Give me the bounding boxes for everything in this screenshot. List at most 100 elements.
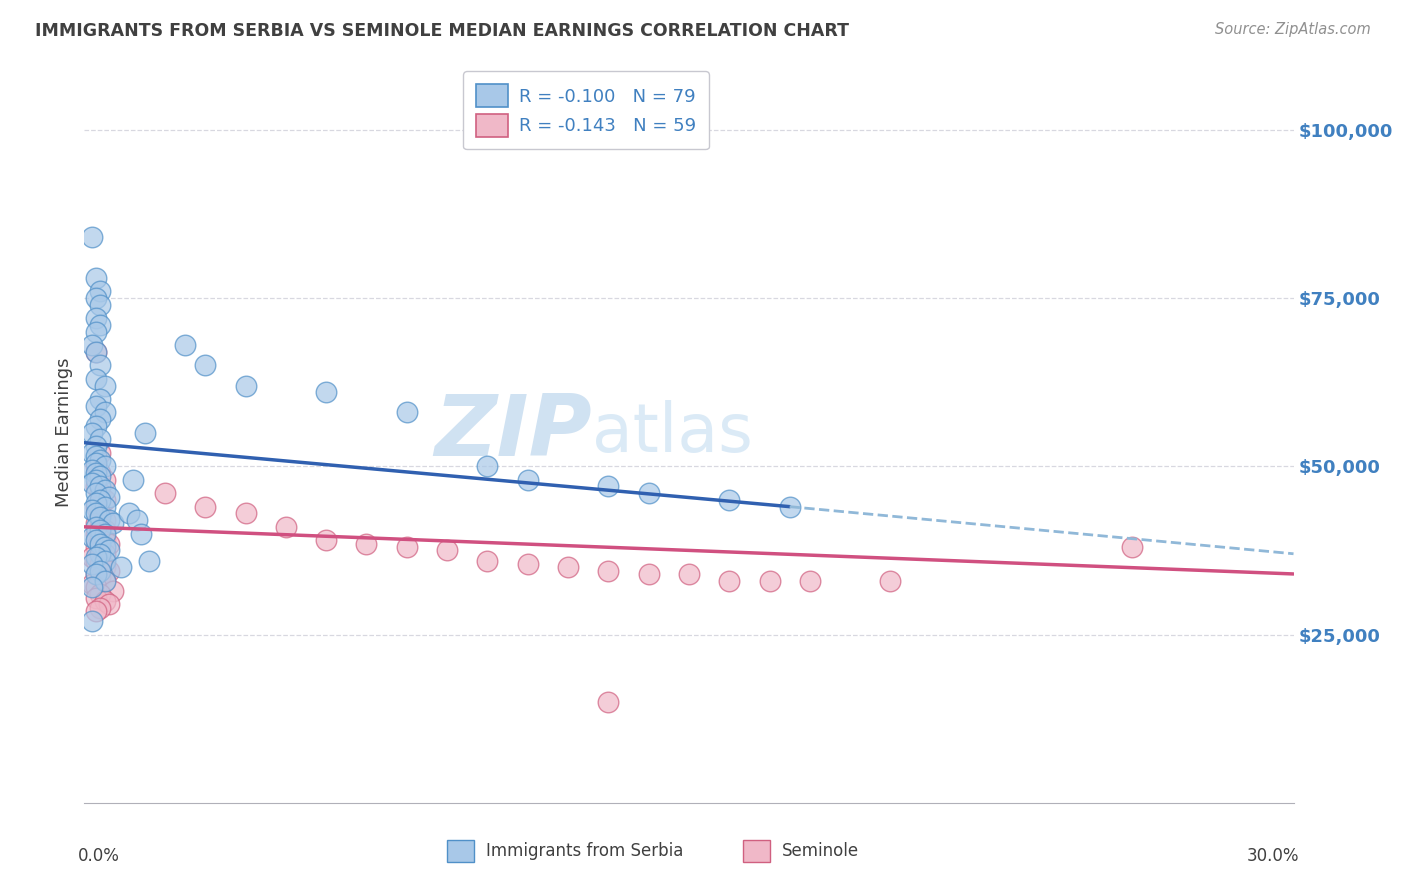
- Point: [235, 507, 257, 521]
- Point: [86, 449, 108, 463]
- Point: [97, 564, 120, 578]
- Point: [1121, 540, 1143, 554]
- Point: [758, 574, 780, 588]
- Point: [89, 318, 111, 332]
- Point: [138, 553, 160, 567]
- Point: [86, 473, 108, 487]
- Point: [89, 520, 111, 534]
- Point: [89, 570, 111, 584]
- Point: [82, 614, 104, 628]
- Point: [779, 500, 801, 514]
- Point: [86, 591, 108, 605]
- Point: [93, 378, 115, 392]
- Point: [799, 574, 821, 588]
- Point: [93, 526, 115, 541]
- Point: [86, 459, 108, 474]
- Point: [93, 553, 115, 567]
- Point: [82, 338, 104, 352]
- Point: [118, 507, 141, 521]
- Point: [274, 520, 297, 534]
- Point: [93, 540, 115, 554]
- Point: [93, 492, 115, 507]
- Point: [194, 500, 217, 514]
- Point: [101, 516, 124, 531]
- Point: [86, 466, 108, 480]
- Point: [89, 466, 111, 480]
- Point: [89, 469, 111, 483]
- Point: [89, 433, 111, 447]
- Text: Source: ZipAtlas.com: Source: ZipAtlas.com: [1215, 22, 1371, 37]
- Point: [516, 473, 538, 487]
- Point: [86, 533, 108, 548]
- Point: [477, 553, 499, 567]
- Point: [97, 597, 120, 611]
- Point: [93, 513, 115, 527]
- Point: [598, 479, 620, 493]
- Point: [82, 581, 104, 595]
- Point: [82, 446, 104, 460]
- Point: [82, 530, 104, 544]
- Point: [82, 550, 104, 565]
- Point: [93, 533, 115, 548]
- Point: [86, 581, 108, 595]
- Point: [637, 486, 659, 500]
- Point: [86, 486, 108, 500]
- Point: [89, 298, 111, 312]
- Point: [89, 359, 111, 373]
- Point: [89, 523, 111, 537]
- Point: [879, 574, 901, 588]
- Text: ZIP: ZIP: [434, 391, 592, 475]
- Point: [101, 583, 124, 598]
- Point: [89, 509, 111, 524]
- Text: IMMIGRANTS FROM SERBIA VS SEMINOLE MEDIAN EARNINGS CORRELATION CHART: IMMIGRANTS FROM SERBIA VS SEMINOLE MEDIA…: [35, 22, 849, 40]
- Y-axis label: Median Earnings: Median Earnings: [55, 358, 73, 508]
- Point: [97, 536, 120, 550]
- Point: [110, 560, 132, 574]
- Point: [86, 372, 108, 386]
- Text: atlas: atlas: [592, 400, 754, 466]
- Point: [637, 566, 659, 581]
- Text: 0.0%: 0.0%: [79, 847, 120, 865]
- Point: [89, 530, 111, 544]
- Point: [395, 405, 418, 419]
- Point: [557, 560, 579, 574]
- Point: [436, 543, 458, 558]
- Text: 30.0%: 30.0%: [1247, 847, 1299, 865]
- Point: [86, 604, 108, 618]
- Point: [93, 473, 115, 487]
- Point: [82, 476, 104, 491]
- Point: [93, 574, 115, 588]
- Point: [86, 526, 108, 541]
- Point: [89, 392, 111, 406]
- Point: [315, 533, 337, 548]
- Point: [194, 359, 217, 373]
- Point: [86, 399, 108, 413]
- Point: [86, 456, 108, 470]
- Legend: R = -0.100   N = 79, R = -0.143   N = 59: R = -0.100 N = 79, R = -0.143 N = 59: [464, 71, 709, 150]
- Point: [86, 540, 108, 554]
- Point: [86, 550, 108, 565]
- Point: [235, 378, 257, 392]
- Point: [97, 490, 120, 504]
- Point: [89, 285, 111, 299]
- Point: [97, 513, 120, 527]
- Point: [93, 483, 115, 497]
- Point: [93, 523, 115, 537]
- Point: [86, 553, 108, 567]
- Point: [93, 594, 115, 608]
- Point: [86, 479, 108, 493]
- Point: [86, 344, 108, 359]
- Point: [82, 230, 104, 244]
- Point: [86, 496, 108, 510]
- Point: [395, 540, 418, 554]
- Point: [86, 311, 108, 326]
- Point: [153, 486, 176, 500]
- Point: [125, 513, 148, 527]
- Point: [89, 479, 111, 493]
- Point: [477, 459, 499, 474]
- Point: [86, 325, 108, 339]
- Point: [598, 564, 620, 578]
- Point: [93, 560, 115, 574]
- Point: [93, 547, 115, 561]
- Point: [89, 557, 111, 571]
